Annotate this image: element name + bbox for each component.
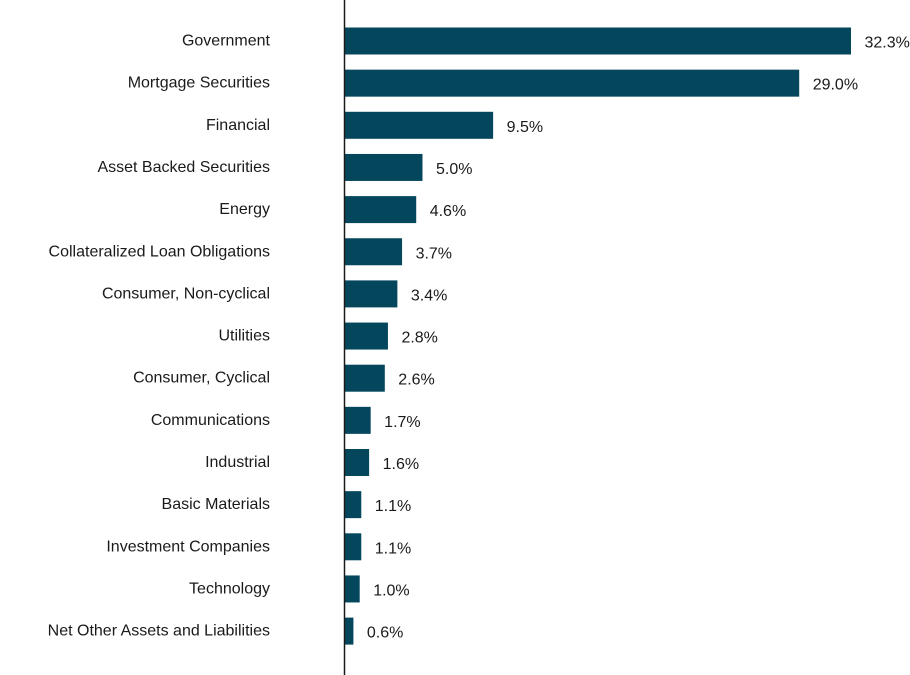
- category-label: Net Other Assets and Liabilities: [48, 623, 270, 640]
- bar: [344, 364, 385, 392]
- bar: [344, 69, 800, 97]
- value-label: 3.7%: [416, 245, 452, 262]
- bar: [344, 406, 371, 434]
- category-label: Consumer, Non-cyclical: [102, 285, 270, 302]
- value-label: 5.0%: [436, 161, 472, 178]
- value-label: 4.6%: [430, 203, 466, 220]
- category-labels: Government Mortgage Securities Financial As…: [48, 33, 271, 640]
- value-label: 0.6%: [367, 625, 403, 642]
- value-label: 1.7%: [384, 414, 420, 431]
- value-label: 3.4%: [411, 287, 447, 304]
- value-label: 2.6%: [398, 372, 434, 389]
- bar: [344, 111, 494, 139]
- value-label: 29.0%: [813, 77, 858, 94]
- bar: [344, 238, 403, 266]
- category-label: Industrial: [205, 454, 270, 471]
- bar: [344, 280, 398, 308]
- value-label: 9.5%: [507, 119, 543, 136]
- value-label: 2.8%: [401, 330, 437, 347]
- value-label: 32.3%: [865, 35, 910, 52]
- bar: [344, 196, 417, 224]
- value-label: 1.1%: [375, 540, 411, 557]
- bar: [344, 491, 362, 519]
- bar: [344, 27, 851, 55]
- category-label: Utilities: [218, 328, 270, 345]
- value-label: 1.0%: [373, 582, 409, 599]
- category-label: Government: [182, 33, 271, 50]
- category-label: Mortgage Securities: [128, 75, 270, 92]
- bar: [344, 575, 360, 603]
- category-label: Energy: [219, 201, 270, 218]
- category-label: Consumer, Cyclical: [133, 370, 270, 387]
- category-label: Asset Backed Securities: [97, 159, 270, 176]
- bars: [344, 27, 851, 645]
- value-label: 1.6%: [383, 456, 419, 473]
- value-labels: 32.3% 29.0% 9.5% 5.0% 4.6% 3.7% 3.4% 2.8% 2.6% 1.…: [367, 35, 910, 642]
- category-label: Collateralized Loan Obligations: [49, 243, 270, 260]
- category-label: Basic Materials: [162, 496, 270, 513]
- category-label: Investment Companies: [106, 538, 270, 555]
- category-label: Financial: [206, 117, 270, 134]
- value-label: 1.1%: [375, 498, 411, 515]
- bar: [344, 322, 388, 350]
- category-label: Technology: [189, 580, 270, 597]
- bar: [344, 533, 362, 561]
- bar: [344, 617, 354, 645]
- category-label: Communications: [151, 412, 270, 429]
- bar: [344, 153, 423, 181]
- bar: [344, 449, 370, 476]
